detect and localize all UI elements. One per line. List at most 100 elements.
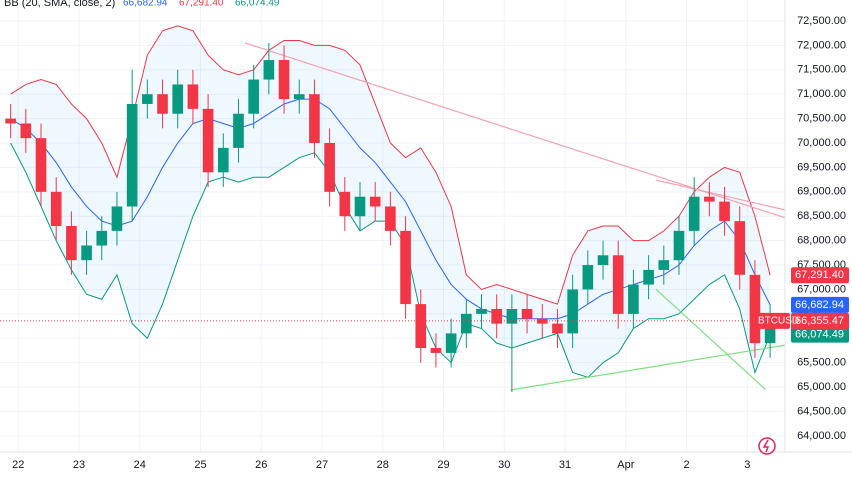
- candle-body: [293, 94, 305, 100]
- candle-body: [415, 304, 427, 349]
- band-last-text: 67,291.40: [795, 269, 844, 281]
- x-tick-label: 27: [316, 459, 328, 471]
- price-box: [791, 312, 849, 329]
- y-tick-label: 67,000.00: [797, 283, 846, 295]
- candle-body: [66, 226, 77, 261]
- y-tick-label: 71,500.00: [797, 64, 846, 76]
- candle-body: [719, 201, 730, 222]
- band-last-box: [791, 267, 849, 284]
- y-tick-label: 68,500.00: [797, 210, 846, 222]
- legend-value: 67,291.40: [179, 0, 224, 9]
- candle-body: [734, 221, 746, 275]
- candle-body: [50, 191, 62, 226]
- y-tick-label: 65,000.00: [797, 381, 846, 393]
- band-line: [10, 25, 771, 305]
- candle-body: [400, 230, 411, 305]
- candle-body: [126, 103, 138, 207]
- candle-body: [521, 308, 533, 319]
- x-tick-label: 3: [744, 459, 750, 471]
- candle-body: [612, 255, 624, 314]
- price-text: 66,355.47: [795, 315, 844, 327]
- candle-body: [96, 230, 108, 246]
- x-tick-label: 2: [684, 459, 690, 471]
- candle-body: [369, 196, 381, 207]
- band-last-text: 66,682.94: [795, 299, 844, 311]
- candle-body: [35, 138, 47, 192]
- candle-body: [491, 308, 503, 324]
- candle-body: [461, 313, 472, 334]
- candle-body: [536, 318, 548, 324]
- candle-body: [187, 84, 199, 109]
- candle-body: [20, 123, 32, 139]
- candle-body: [172, 84, 184, 114]
- trendline: [510, 344, 786, 391]
- candle-body: [445, 333, 457, 353]
- candle-body: [354, 196, 366, 217]
- candle-body: [704, 196, 715, 202]
- candle-body: [81, 245, 92, 261]
- x-tick-label: Apr: [617, 459, 634, 471]
- candle-body: [263, 60, 275, 80]
- trendline: [656, 179, 786, 211]
- logo-bolt: [762, 439, 770, 453]
- legend-value: 66,074.49: [235, 0, 280, 9]
- candle-body: [688, 196, 700, 231]
- y-tick-label: 72,500.00: [797, 15, 846, 27]
- y-tick-label: 64,500.00: [797, 405, 846, 417]
- symbol-box: [755, 312, 790, 329]
- x-tick-label: 29: [437, 459, 449, 471]
- y-tick-label: 70,500.00: [797, 113, 846, 125]
- candle-body: [309, 94, 320, 144]
- candle-body: [385, 206, 396, 231]
- x-tick-label: 24: [134, 459, 146, 471]
- candle-body: [628, 284, 639, 314]
- candle-body: [324, 143, 335, 192]
- plot: [0, 25, 786, 392]
- trendline: [655, 289, 766, 390]
- x-tick-label: 26: [255, 459, 267, 471]
- y-tick-label: 72,000.00: [797, 39, 846, 51]
- logo-circle: [758, 437, 776, 455]
- candle-body: [278, 60, 290, 100]
- candle-body: [5, 118, 16, 124]
- x-tick-label: 23: [73, 459, 85, 471]
- candle-body: [749, 274, 761, 344]
- candle-body: [233, 113, 244, 148]
- candle-body: [597, 255, 609, 266]
- axis: 64,000.00 64,500.00 65,000.00 65,500.00 66,0…: [0, 0, 852, 471]
- legend-value: 66,682.94: [123, 0, 168, 9]
- x-tick-label: 30: [498, 459, 510, 471]
- x-tick-label: 25: [194, 459, 206, 471]
- candle-body: [157, 94, 168, 114]
- logo: [758, 437, 776, 455]
- candle-body: [339, 191, 351, 217]
- band-last-box: [791, 326, 849, 343]
- y-tick-label: 71,000.00: [797, 88, 846, 100]
- band-last-text: 66,074.49: [795, 329, 844, 341]
- candle-body: [658, 260, 670, 270]
- candle-body: [142, 94, 153, 104]
- y-tick-label: 65,500.00: [797, 357, 846, 369]
- candle-body: [643, 269, 654, 285]
- y-tick-label: 70,000.00: [797, 137, 846, 149]
- indicator-label: BB (20, SMA, close, 2): [4, 0, 115, 9]
- y-tick-label: 68,000.00: [797, 235, 846, 247]
- candle-body: [506, 308, 518, 324]
- candle-body: [476, 308, 487, 314]
- candle-body: [248, 79, 259, 114]
- candle-body: [202, 108, 214, 173]
- candle-body: [673, 230, 685, 261]
- candle-body: [552, 323, 563, 334]
- candle-body: [217, 147, 229, 173]
- candle-body: [764, 320, 776, 344]
- y-tick-label: 64,000.00: [797, 430, 846, 442]
- candle-body: [430, 348, 442, 353]
- candle-body: [111, 206, 123, 231]
- candle-body: [582, 265, 594, 290]
- band-last-box: [791, 296, 849, 313]
- candle-body: [567, 289, 578, 334]
- x-tick-label: 22: [12, 459, 24, 471]
- y-tick-label: 69,000.00: [797, 186, 846, 198]
